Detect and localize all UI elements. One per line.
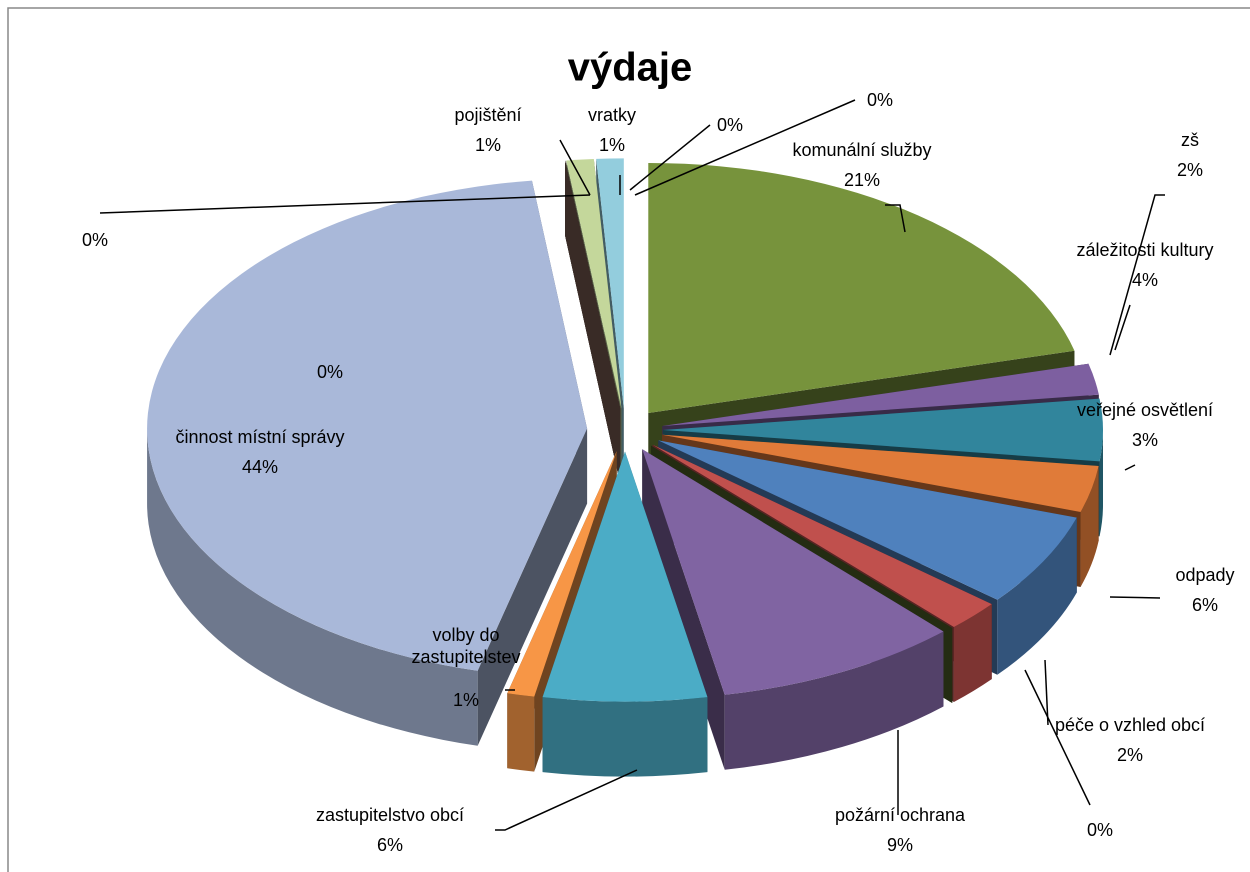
slice-label: 44% — [241, 457, 279, 477]
slice — [662, 363, 1099, 426]
slice-label: 0% — [716, 115, 744, 135]
slice-label: 4% — [1131, 270, 1159, 290]
slice-wall — [565, 160, 621, 484]
slice-label: 2% — [1116, 745, 1144, 765]
slice-label: 9% — [886, 835, 914, 855]
slice-label: činnost místní správy — [175, 427, 345, 447]
slice — [651, 445, 953, 628]
slice-side — [542, 697, 708, 777]
slice-label: 6% — [376, 835, 404, 855]
slice — [542, 451, 708, 702]
slice-label: odpady — [1175, 565, 1235, 585]
slice — [648, 162, 1075, 413]
slice-label: pojištění — [454, 105, 522, 125]
leader-line — [1044, 659, 1049, 726]
leader-line — [495, 769, 638, 831]
slice — [147, 180, 588, 671]
slice — [566, 158, 622, 409]
slice-label: požární ochrana — [834, 805, 966, 825]
slice-label: 1% — [598, 135, 626, 155]
slice-label: zš — [1181, 130, 1199, 150]
slice-side — [953, 604, 992, 703]
leader-line — [99, 194, 591, 214]
leader-line — [1024, 669, 1091, 806]
slice — [663, 398, 1104, 462]
slice-label: 6% — [1191, 595, 1219, 615]
slice-label: péče o vzhled obcí — [1054, 715, 1206, 735]
leader-line — [1109, 194, 1165, 356]
slice-side — [147, 428, 478, 746]
slice-side — [1080, 466, 1099, 587]
slice-label: komunální služby — [792, 140, 932, 160]
slice-label: 3% — [1131, 430, 1159, 450]
slice-label: 21% — [843, 170, 881, 190]
slice-label: 0% — [316, 362, 344, 382]
slice-label: 2% — [1176, 160, 1204, 180]
slice-label: 1% — [474, 135, 502, 155]
leader-line — [885, 204, 906, 233]
slice — [642, 449, 944, 695]
leader-line — [1124, 464, 1136, 471]
slice-label: vratky — [587, 105, 637, 125]
leader-line — [1109, 596, 1161, 599]
slice-side — [1099, 430, 1103, 537]
slice-label: 1% — [452, 690, 480, 710]
chart-title: výdaje — [567, 45, 693, 90]
slice — [596, 158, 624, 409]
leader-line — [559, 139, 591, 196]
leader-line — [629, 124, 711, 191]
slice-side — [507, 693, 535, 772]
slice — [652, 444, 992, 628]
slice-label: záležitosti kultury — [1076, 240, 1214, 260]
slice-label: 0% — [866, 90, 894, 110]
slice-side — [997, 517, 1077, 675]
slice-label: 0% — [1086, 820, 1114, 840]
slice-label: veřejné osvětlení — [1076, 400, 1214, 420]
slice-label: zastupitelstvo obcí — [315, 805, 465, 825]
slice — [507, 451, 617, 697]
slice-side — [724, 631, 944, 770]
leader-line — [1114, 304, 1131, 351]
slice-label: volby do zastupitelstev — [411, 625, 521, 667]
slice-wall — [477, 428, 588, 746]
slice-label: 0% — [81, 230, 109, 250]
slice — [662, 434, 1099, 512]
slice — [658, 440, 1077, 600]
leader-line — [634, 99, 856, 196]
